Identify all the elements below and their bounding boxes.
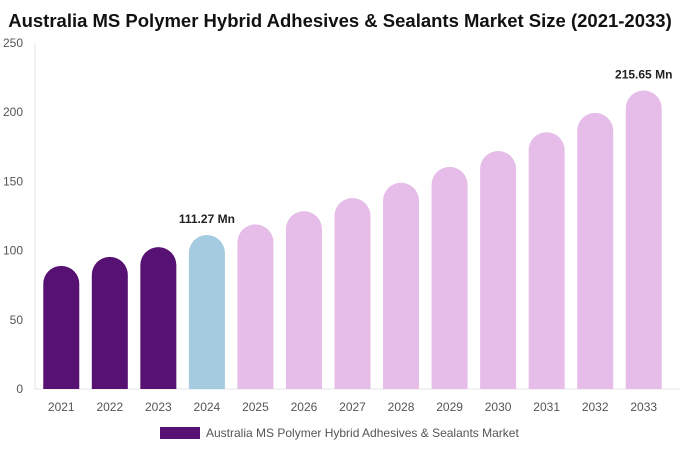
- x-tick-label: 2026: [291, 400, 318, 414]
- y-tick-label: 150: [3, 174, 23, 188]
- x-tick-label: 2032: [582, 400, 609, 414]
- x-tick-label: 2023: [145, 400, 172, 414]
- x-tick-label: 2027: [339, 400, 366, 414]
- chart-title: Australia MS Polymer Hybrid Adhesives & …: [8, 10, 672, 31]
- x-tick-label: 2030: [485, 400, 512, 414]
- x-tick-label: 2033: [630, 400, 657, 414]
- x-tick-label: 2022: [96, 400, 123, 414]
- y-tick-label: 250: [3, 36, 23, 50]
- y-tick-label: 50: [10, 313, 24, 327]
- bar-2024: [188, 235, 225, 389]
- x-tick-label: 2029: [436, 400, 463, 414]
- bar-2022: [91, 256, 128, 389]
- x-tick-label: 2031: [533, 400, 560, 414]
- bar-2023: [140, 247, 177, 389]
- bar-2030: [480, 150, 517, 389]
- bar-2026: [285, 211, 322, 389]
- legend-swatch: [160, 427, 200, 439]
- bar-2025: [237, 224, 274, 389]
- legend: Australia MS Polymer Hybrid Adhesives & …: [160, 426, 519, 440]
- bar-2028: [383, 182, 420, 389]
- y-tick-label: 100: [3, 244, 23, 258]
- x-tick-label: 2025: [242, 400, 269, 414]
- data-label: 111.27 Mn: [179, 212, 235, 226]
- bar-2031: [528, 132, 565, 389]
- x-tick-label: 2021: [48, 400, 75, 414]
- x-tick-label: 2024: [194, 400, 221, 414]
- bar-2027: [334, 198, 371, 389]
- bar-2032: [577, 112, 614, 389]
- y-tick-label: 200: [3, 105, 23, 119]
- data-label: 215.65 Mn: [615, 68, 672, 82]
- legend-label: Australia MS Polymer Hybrid Adhesives & …: [206, 426, 519, 440]
- bar-2021: [43, 265, 80, 389]
- x-tick-label: 2028: [388, 400, 415, 414]
- bar-2033: [625, 90, 662, 389]
- bar-2029: [431, 166, 468, 389]
- y-tick-label: 0: [16, 382, 23, 396]
